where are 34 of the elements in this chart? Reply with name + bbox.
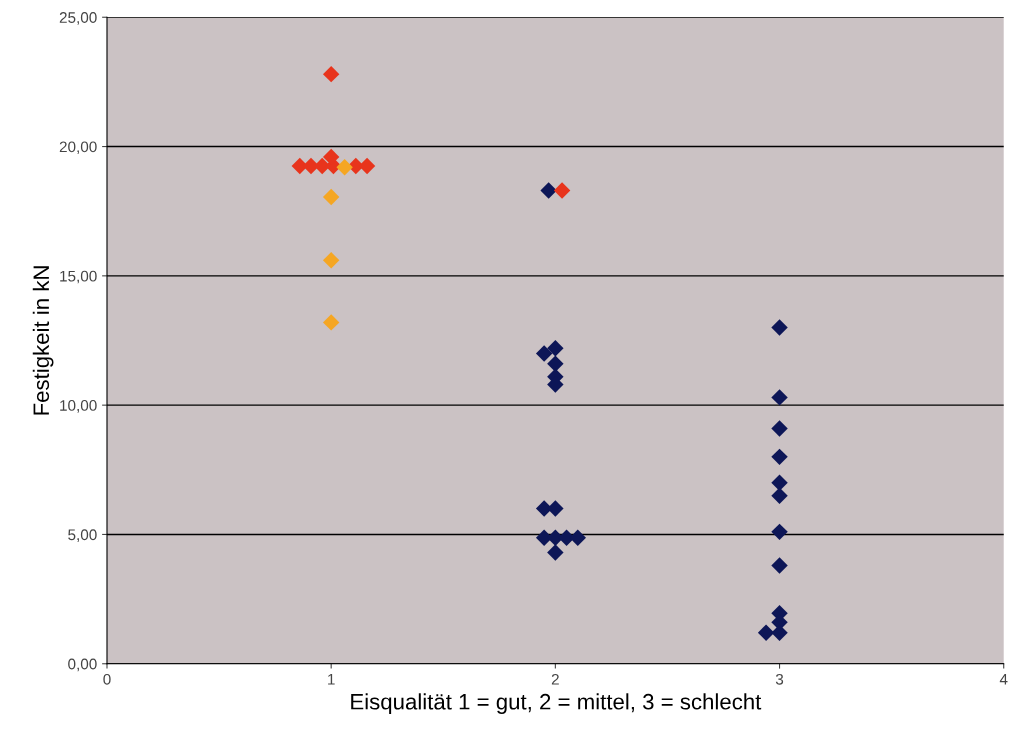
point: [547, 355, 564, 372]
y-tick-label: 25,00: [59, 12, 97, 25]
y-tick-label: 0,00: [68, 658, 97, 672]
y-tick-label: 15,00: [60, 270, 97, 284]
x-tick-label: 0: [103, 673, 111, 685]
point: [547, 544, 564, 561]
y-tick-label: 5,00: [68, 529, 97, 542]
point: [553, 182, 571, 199]
point: [771, 319, 788, 336]
point: [771, 474, 788, 491]
point: [757, 624, 775, 641]
point: [322, 188, 340, 206]
point: [771, 557, 788, 574]
x-tick-label: 4: [999, 674, 1008, 685]
point: [322, 252, 340, 269]
y-axis-title: Festigkeit in kN: [32, 266, 54, 415]
point: [771, 420, 788, 437]
x-tick-label: 1: [328, 674, 335, 685]
point: [771, 389, 788, 406]
y-tick-label: 10,00: [60, 400, 97, 413]
point: [771, 487, 788, 504]
point: [322, 65, 340, 83]
y-tick-label: 20,00: [59, 141, 97, 155]
point: [547, 500, 564, 517]
point: [771, 523, 788, 541]
point: [771, 448, 788, 466]
x-tick-label: 2: [551, 673, 559, 685]
point: [540, 182, 557, 199]
point: [336, 159, 353, 176]
x-axis-title: Eisqualität 1 = gut, 2 = mittel, 3 = schlecht: [351, 693, 762, 714]
point: [547, 340, 564, 357]
point: [535, 345, 553, 362]
point: [322, 314, 340, 331]
x-tick-label: 3: [775, 673, 784, 685]
